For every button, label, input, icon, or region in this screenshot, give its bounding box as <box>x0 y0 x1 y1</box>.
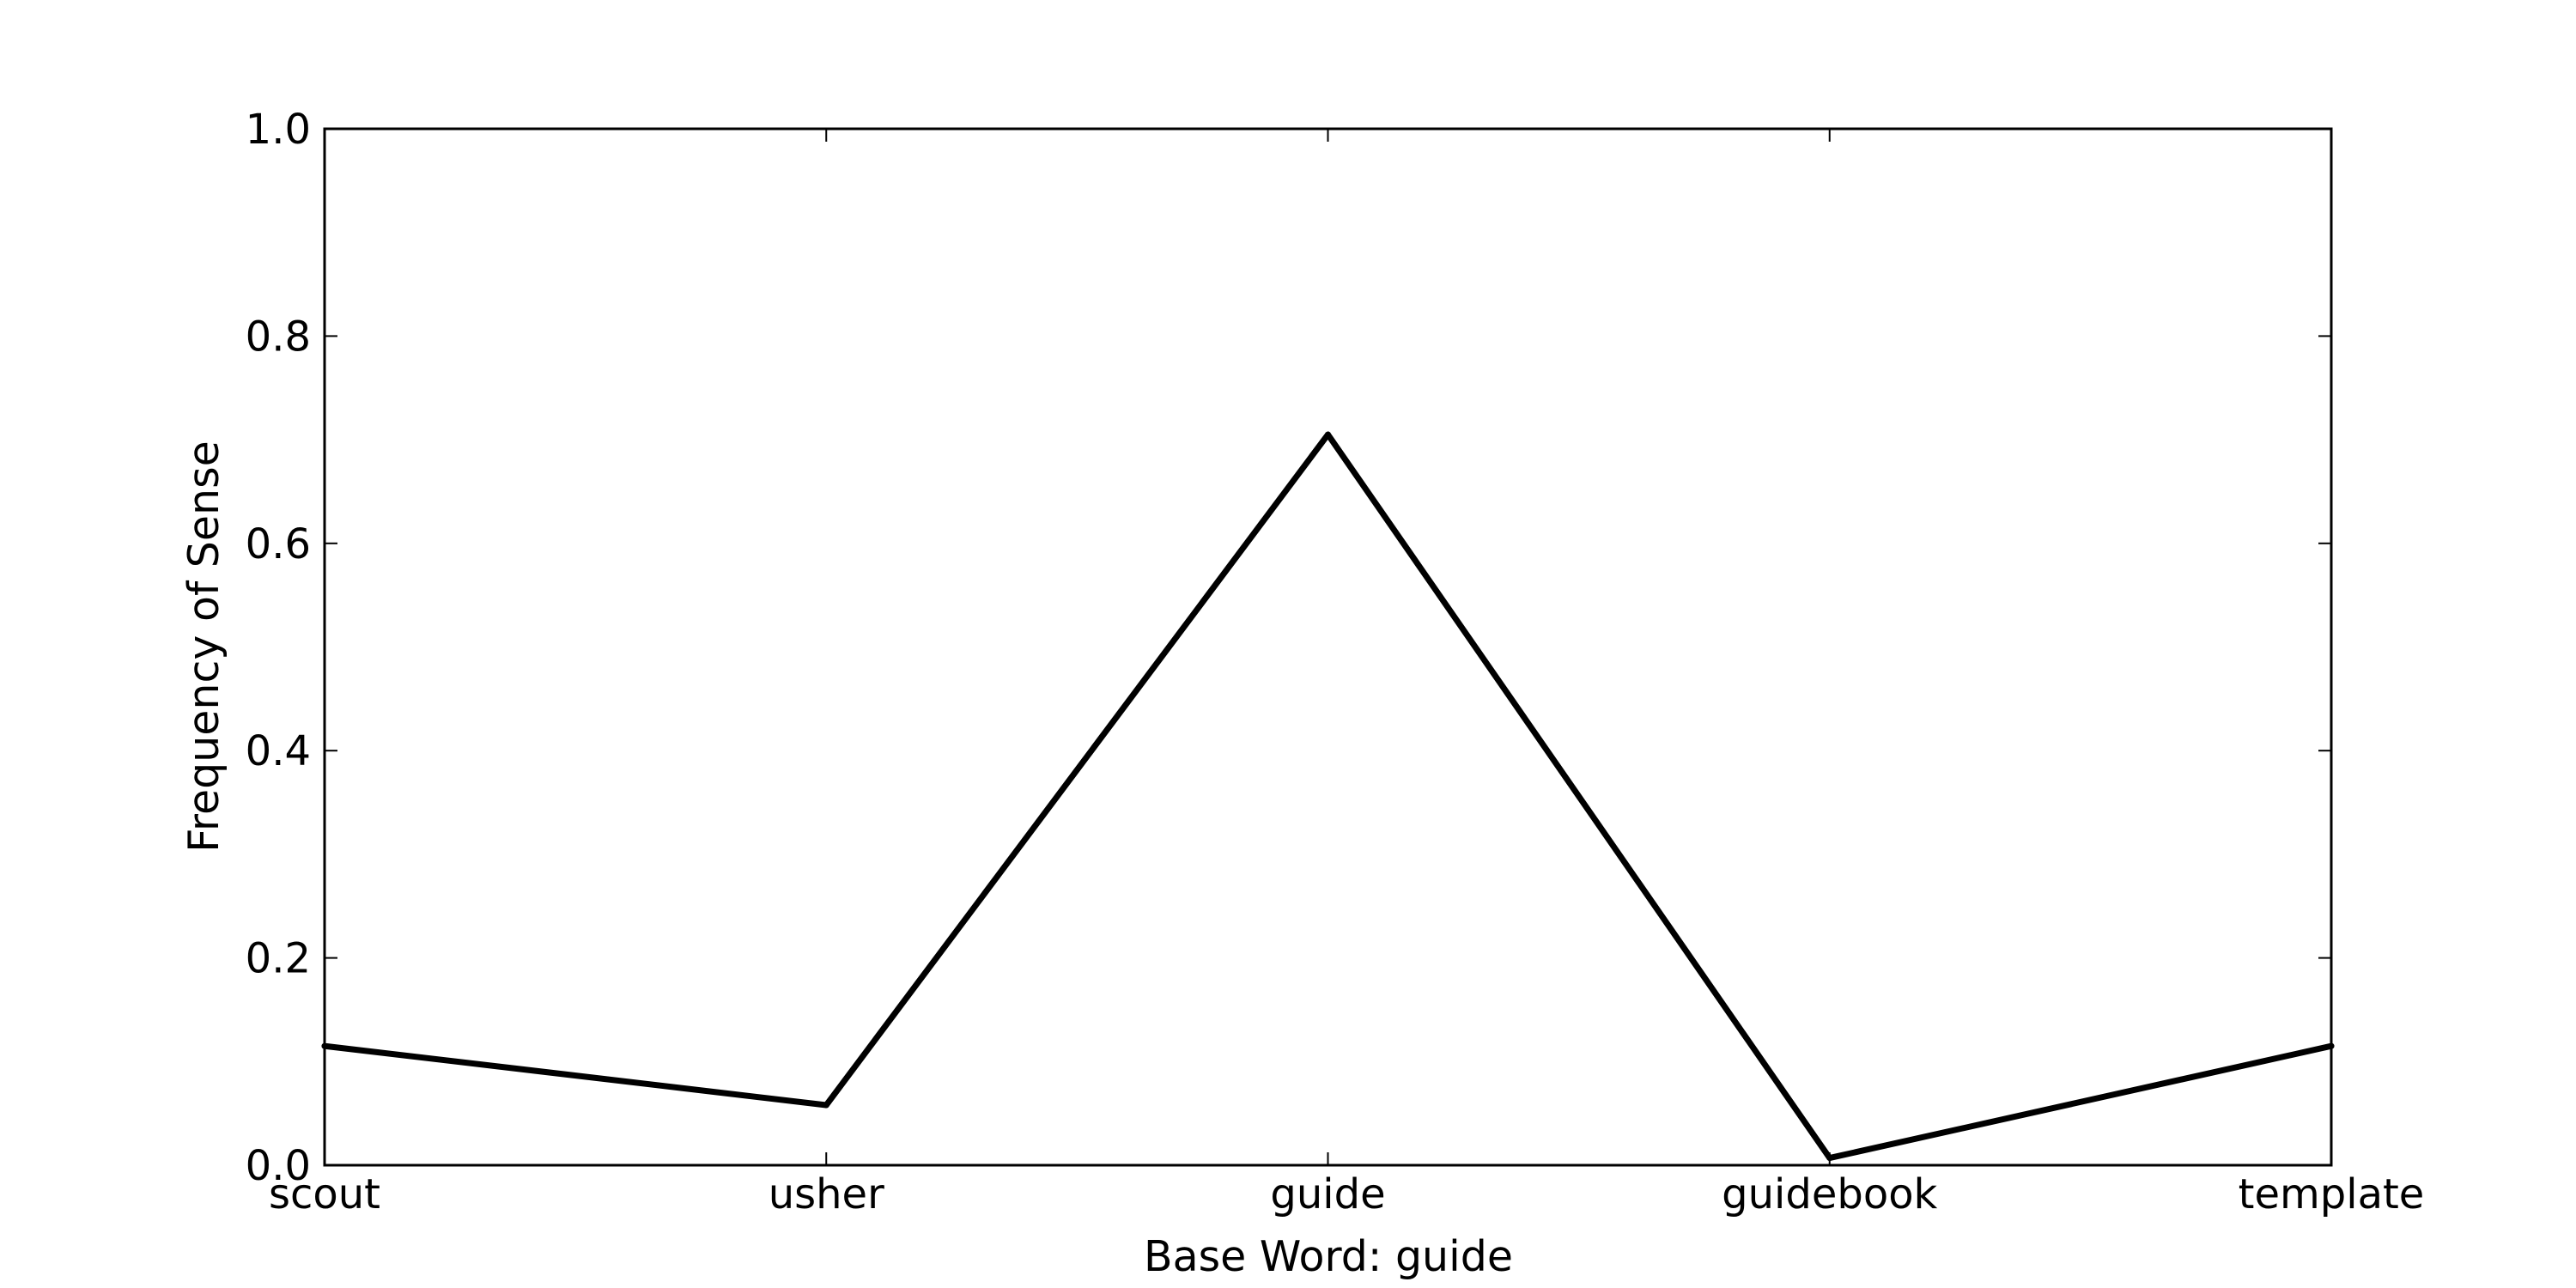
x-tick-label: guide <box>1270 1170 1385 1218</box>
y-tick-label: 1.0 <box>246 106 311 154</box>
x-tick-label: template <box>2239 1170 2425 1218</box>
data-point <box>823 1102 829 1109</box>
y-tick-label: 0.2 <box>246 935 311 983</box>
y-tick-label: 0.8 <box>246 313 311 361</box>
x-tick-label: scout <box>269 1170 380 1218</box>
y-tick-label: 0.6 <box>246 520 311 568</box>
data-point <box>1826 1155 1833 1162</box>
x-axis-label: Base Word: guide <box>1144 1232 1513 1281</box>
y-tick-label: 0.0 <box>246 1142 311 1190</box>
tick-labels: 0.0 0.2 0.4 0.6 0.8 1.0 scout usher guide guidebo… <box>246 106 2425 1218</box>
y-tick-label: 0.4 <box>246 727 311 775</box>
y-axis-label: Frequency of Sense <box>179 440 228 853</box>
x-tick-label: guidebook <box>1722 1170 1937 1218</box>
data-point <box>1325 431 1331 438</box>
plot-frame <box>323 127 2333 1167</box>
x-tick-label: usher <box>769 1170 884 1218</box>
